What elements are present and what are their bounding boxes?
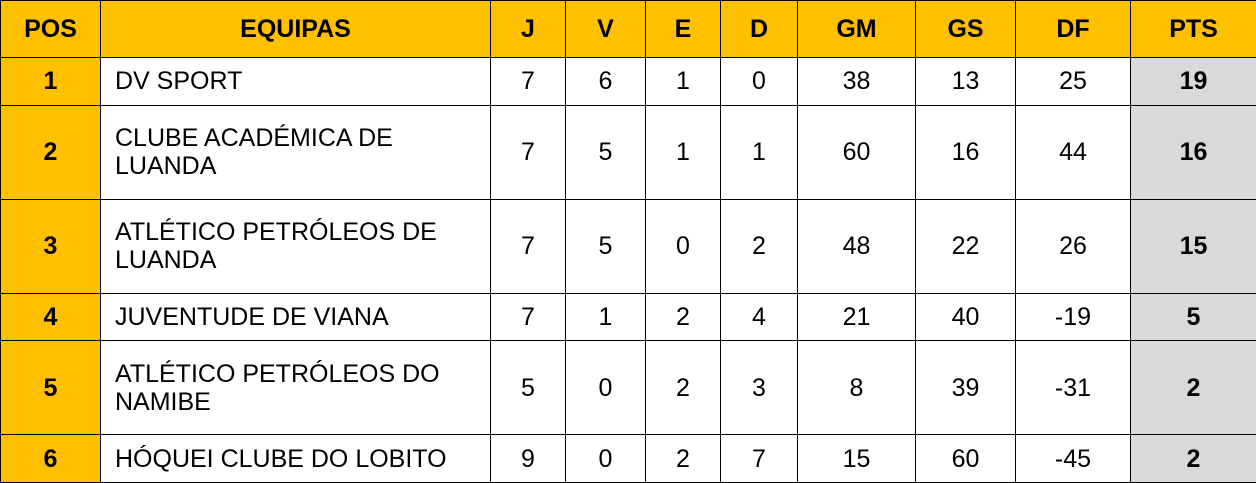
team-cell: JUVENTUDE DE VIANA xyxy=(100,292,491,342)
stat-cell: 1 xyxy=(645,104,721,200)
header-cell: POS xyxy=(0,0,101,58)
table-row: 3 ATLÉTICO PETRÓLEOS DE LUANDA 7 5 0 2 48 22 26 1… xyxy=(0,198,1256,294)
team-cell: DV SPORT xyxy=(100,57,491,106)
team-cell: HÓQUEI CLUBE DO LOBITO xyxy=(100,434,491,483)
stat-cell: 9 xyxy=(490,434,566,483)
stat-cell: 0 xyxy=(565,340,646,436)
stat-cell: 22 xyxy=(915,198,1016,294)
header-cell: E xyxy=(645,0,721,58)
stat-cell: 2 xyxy=(645,292,721,342)
table-row: 4 JUVENTUDE DE VIANA 7 1 2 4 21 40 -19 5 xyxy=(0,292,1256,342)
header-cell: GS xyxy=(915,0,1016,58)
stat-cell: 15 xyxy=(797,434,916,483)
points-cell: 19 xyxy=(1130,57,1256,106)
stat-cell: 2 xyxy=(720,198,798,294)
stat-cell: 7 xyxy=(490,198,566,294)
header-row: POS EQUIPAS J V E D GM GS DF PTS xyxy=(0,0,1256,58)
stat-cell: 25 xyxy=(1015,57,1131,106)
stat-cell: 38 xyxy=(797,57,916,106)
team-cell: CLUBE ACADÉMICA DE LUANDA xyxy=(100,104,491,200)
position-cell: 1 xyxy=(0,57,101,106)
stat-cell: 3 xyxy=(720,340,798,436)
header-cell: J xyxy=(490,0,566,58)
points-cell: 2 xyxy=(1130,434,1256,483)
stat-cell: 60 xyxy=(915,434,1016,483)
points-cell: 16 xyxy=(1130,104,1256,200)
stat-cell: 21 xyxy=(797,292,916,342)
header-cell: EQUIPAS xyxy=(100,0,491,58)
position-cell: 3 xyxy=(0,198,101,294)
table-body: 1 DV SPORT 7 6 1 0 38 13 25 19 2 CLUBE ACADÉMICA DE… xyxy=(0,57,1256,483)
position-cell: 4 xyxy=(0,292,101,342)
points-cell: 5 xyxy=(1130,292,1256,342)
stat-cell: 0 xyxy=(645,198,721,294)
stat-cell: 5 xyxy=(565,198,646,294)
stat-cell: 26 xyxy=(1015,198,1131,294)
position-cell: 6 xyxy=(0,434,101,483)
stat-cell: -19 xyxy=(1015,292,1131,342)
team-cell: ATLÉTICO PETRÓLEOS DE LUANDA xyxy=(100,198,491,294)
header-cell: D xyxy=(720,0,798,58)
stat-cell: 39 xyxy=(915,340,1016,436)
stat-cell: 0 xyxy=(720,57,798,106)
header-cell: V xyxy=(565,0,646,58)
points-cell: 2 xyxy=(1130,340,1256,436)
points-cell: 15 xyxy=(1130,198,1256,294)
stat-cell: 60 xyxy=(797,104,916,200)
stat-cell: 7 xyxy=(490,57,566,106)
stat-cell: -31 xyxy=(1015,340,1131,436)
table-row: 1 DV SPORT 7 6 1 0 38 13 25 19 xyxy=(0,57,1256,106)
position-cell: 2 xyxy=(0,104,101,200)
stat-cell: 40 xyxy=(915,292,1016,342)
table-row: 5 ATLÉTICO PETRÓLEOS DO NAMIBE 5 0 2 3 8 39 -31 2 xyxy=(0,340,1256,436)
stat-cell: 7 xyxy=(720,434,798,483)
stat-cell: 13 xyxy=(915,57,1016,106)
stat-cell: 2 xyxy=(645,434,721,483)
stat-cell: -45 xyxy=(1015,434,1131,483)
table-row: 2 CLUBE ACADÉMICA DE LUANDA 7 5 1 1 60 16 44 16 xyxy=(0,104,1256,200)
stat-cell: 4 xyxy=(720,292,798,342)
stat-cell: 5 xyxy=(565,104,646,200)
position-cell: 5 xyxy=(0,340,101,436)
stat-cell: 7 xyxy=(490,104,566,200)
stat-cell: 8 xyxy=(797,340,916,436)
stat-cell: 6 xyxy=(565,57,646,106)
stat-cell: 1 xyxy=(645,57,721,106)
stat-cell: 2 xyxy=(645,340,721,436)
table-row: 6 HÓQUEI CLUBE DO LOBITO 9 0 2 7 15 60 -45 2 xyxy=(0,434,1256,483)
stat-cell: 48 xyxy=(797,198,916,294)
stat-cell: 44 xyxy=(1015,104,1131,200)
header-cell: GM xyxy=(797,0,916,58)
stat-cell: 7 xyxy=(490,292,566,342)
header-cell: PTS xyxy=(1130,0,1256,58)
stat-cell: 16 xyxy=(915,104,1016,200)
stat-cell: 1 xyxy=(565,292,646,342)
header-cell: DF xyxy=(1015,0,1131,58)
stat-cell: 0 xyxy=(565,434,646,483)
stat-cell: 5 xyxy=(490,340,566,436)
team-cell: ATLÉTICO PETRÓLEOS DO NAMIBE xyxy=(100,340,491,436)
stat-cell: 1 xyxy=(720,104,798,200)
